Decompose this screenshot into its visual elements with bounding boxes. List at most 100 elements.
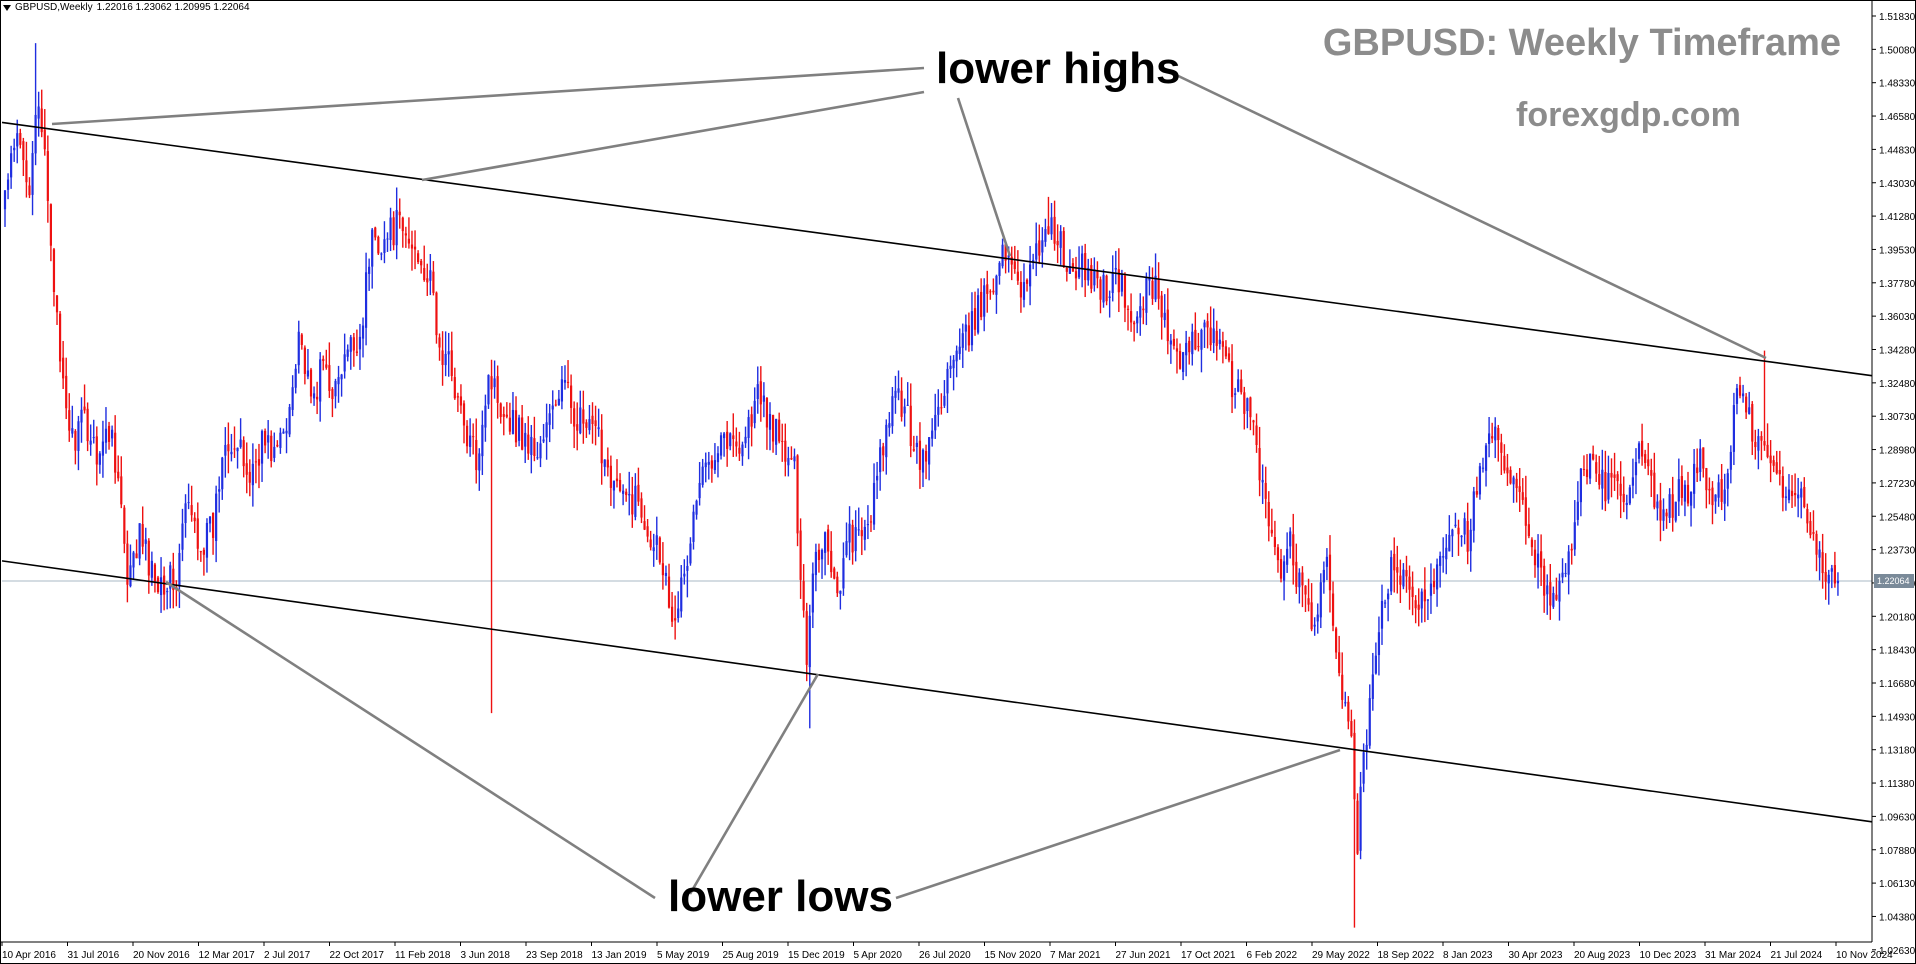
candle-body xyxy=(1830,568,1833,572)
candle-body xyxy=(1686,484,1690,504)
candle xyxy=(508,402,511,435)
candle-body xyxy=(1013,261,1016,270)
candle-body xyxy=(1215,330,1218,346)
candle xyxy=(799,518,802,599)
candle-body xyxy=(912,449,915,451)
candle xyxy=(92,419,95,444)
candle-body xyxy=(1552,592,1555,607)
candle-body xyxy=(1509,469,1512,484)
candle-body xyxy=(1111,272,1114,293)
candle xyxy=(312,386,316,406)
candle xyxy=(1175,338,1179,374)
candle xyxy=(995,274,998,314)
candle-body xyxy=(104,428,108,443)
candle-body xyxy=(55,295,59,313)
candle xyxy=(1316,603,1319,634)
candle xyxy=(876,461,879,500)
candle xyxy=(827,524,830,565)
candle xyxy=(294,364,297,394)
candle-body xyxy=(413,246,417,250)
candle xyxy=(514,396,518,448)
candle xyxy=(392,211,395,251)
price-tick-label: 1.06130 xyxy=(1879,879,1916,890)
candle xyxy=(1322,561,1325,594)
candle-body xyxy=(1148,277,1151,281)
candle-body xyxy=(609,465,612,488)
candle-body xyxy=(839,590,842,594)
brand-label: forexgdp.com xyxy=(1516,96,1741,134)
candle xyxy=(823,531,827,576)
candle-body xyxy=(765,397,769,428)
candle xyxy=(775,418,778,456)
candle-body xyxy=(77,421,80,451)
candle-body xyxy=(539,443,542,459)
candle-body xyxy=(410,244,414,249)
candle-body xyxy=(254,461,258,463)
candle xyxy=(487,374,490,409)
candle xyxy=(1588,453,1592,485)
candle xyxy=(1286,532,1289,573)
candle xyxy=(43,109,46,156)
candle-body xyxy=(1230,361,1234,398)
candle-body xyxy=(961,333,964,348)
candle-body xyxy=(208,516,212,524)
candle-body xyxy=(1555,594,1558,600)
candle-body xyxy=(906,404,909,406)
candle-body xyxy=(1757,436,1760,451)
candle xyxy=(986,270,989,313)
candle xyxy=(1484,443,1488,487)
candle xyxy=(459,384,463,414)
candle-body xyxy=(163,575,166,595)
candle xyxy=(1683,480,1687,517)
time-tick-label: 2 Jul 2017 xyxy=(264,950,311,961)
candle xyxy=(1723,473,1726,521)
candle-body xyxy=(1035,243,1038,260)
symbol-dropdown-icon[interactable] xyxy=(3,4,11,11)
candle-body xyxy=(199,551,202,553)
candle-body xyxy=(854,527,857,552)
candle-body xyxy=(285,430,288,434)
candle-body xyxy=(872,482,876,525)
candle xyxy=(398,198,401,229)
candle xyxy=(10,145,13,189)
candle xyxy=(622,484,625,506)
candle xyxy=(49,203,52,262)
candle xyxy=(937,389,940,427)
price-tick-label: 1.51830 xyxy=(1879,12,1916,23)
candle-body xyxy=(618,479,622,491)
candle xyxy=(1619,461,1622,519)
candle-body xyxy=(1258,448,1261,481)
candle-body xyxy=(958,346,961,354)
candle xyxy=(1784,486,1788,511)
candle-body xyxy=(1041,240,1044,253)
candle xyxy=(897,370,900,401)
candle xyxy=(1763,350,1766,451)
candle-body xyxy=(790,458,793,460)
candle xyxy=(107,421,111,450)
candle xyxy=(239,418,242,449)
candle-body xyxy=(1619,483,1622,496)
candle-body xyxy=(1748,407,1751,415)
candle xyxy=(254,448,258,484)
candle xyxy=(450,331,453,382)
candle xyxy=(857,507,860,536)
candle-body xyxy=(490,376,493,390)
candle-body xyxy=(215,493,218,541)
candle-body xyxy=(1448,534,1451,552)
candle-body xyxy=(1469,529,1472,552)
candle-body xyxy=(1362,752,1365,784)
candle-body xyxy=(1726,473,1729,489)
candle-body xyxy=(453,377,456,399)
candle-body xyxy=(306,370,310,377)
candle-body xyxy=(101,441,105,456)
candle xyxy=(1408,565,1411,610)
candle xyxy=(1194,312,1197,351)
candle xyxy=(566,360,570,389)
candle-body xyxy=(952,359,955,369)
candle xyxy=(530,425,533,474)
candle xyxy=(1169,334,1172,364)
candle xyxy=(1824,553,1827,600)
candle xyxy=(1760,431,1763,461)
